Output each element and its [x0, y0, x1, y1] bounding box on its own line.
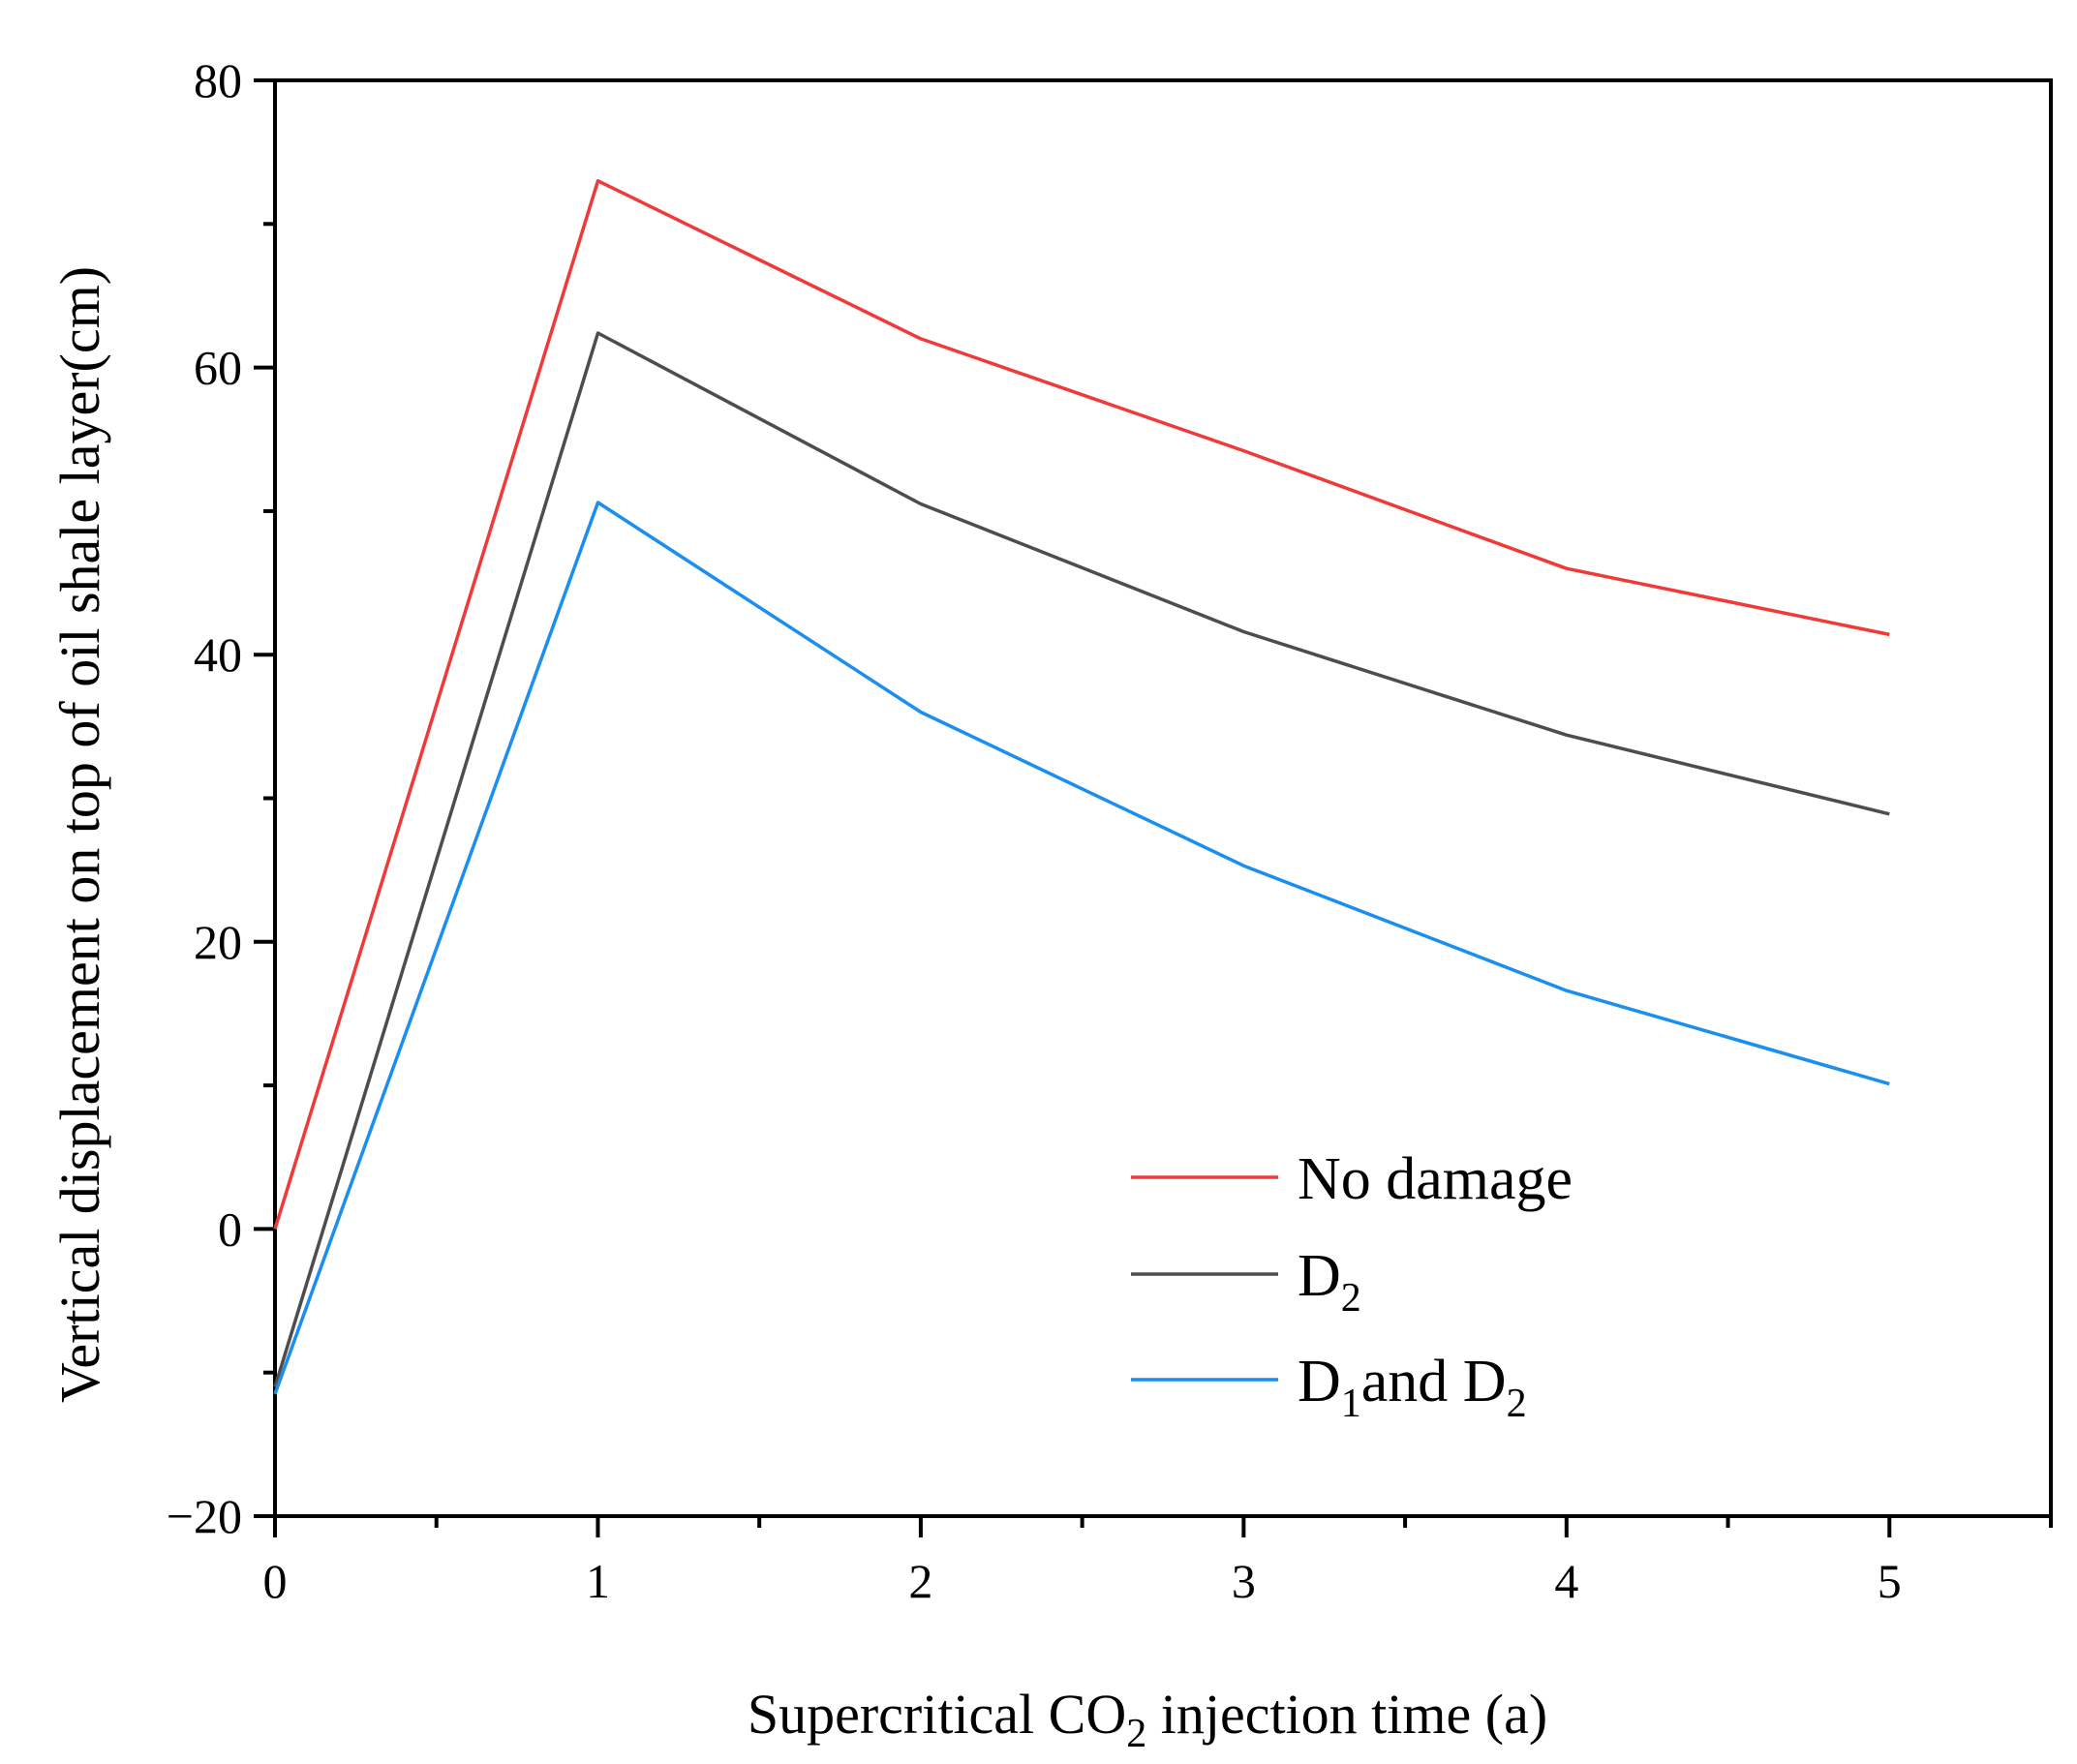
axis-labels: Supercritical CO2 injection time (a) Ver… [48, 266, 1547, 1756]
x-tick-label: 1 [586, 1554, 610, 1608]
y-tick-label: 20 [194, 915, 242, 969]
x-tick-label: 0 [263, 1554, 288, 1608]
x-axis-label-prefix: Supercritical CO [748, 1683, 1126, 1746]
y-tick-label: 60 [194, 341, 242, 395]
legend-label-subscript: 2 [1341, 1276, 1361, 1321]
y-axis-label: Vertical displacement on top of oil shal… [48, 266, 111, 1403]
legend-label: D2 [1298, 1243, 1361, 1321]
legend-label: No damage [1298, 1146, 1573, 1212]
x-tick-label: 3 [1232, 1554, 1256, 1608]
legend-label-subscript: 1 [1341, 1382, 1361, 1426]
series-layer [273, 179, 1890, 1395]
x-tick-label: 4 [1554, 1554, 1578, 1608]
series-line-no-damage [273, 179, 1890, 1230]
legend-label: D1and D2 [1298, 1349, 1527, 1426]
legend-label-text: D [1298, 1243, 1341, 1309]
x-tick-label: 5 [1878, 1554, 1902, 1608]
series-line-d1-and-d2 [273, 501, 1890, 1395]
legend-label-text: No damage [1298, 1146, 1573, 1212]
series-line-d2 [273, 331, 1890, 1388]
legend-label-subscript: 2 [1507, 1382, 1527, 1426]
legend-label-text: D [1298, 1349, 1341, 1414]
plot-frame [273, 78, 2053, 1518]
y-tick-label: 80 [194, 53, 242, 107]
x-axis-label-subscript: 2 [1126, 1712, 1146, 1756]
axis-ticks: 0 1 2 3 4 5 −20 0 20 40 60 80 [167, 53, 2053, 1608]
legend-label-text: and D [1361, 1349, 1507, 1414]
y-tick-label: 40 [194, 627, 242, 682]
x-axis-label: Supercritical CO2 injection time (a) [748, 1683, 1547, 1756]
x-axis-label-suffix: injection time (a) [1146, 1683, 1547, 1746]
x-tick-label: 2 [908, 1554, 932, 1608]
plot-border [273, 78, 2053, 1518]
y-tick-label: 0 [218, 1201, 242, 1256]
y-tick-label: −20 [167, 1489, 242, 1543]
